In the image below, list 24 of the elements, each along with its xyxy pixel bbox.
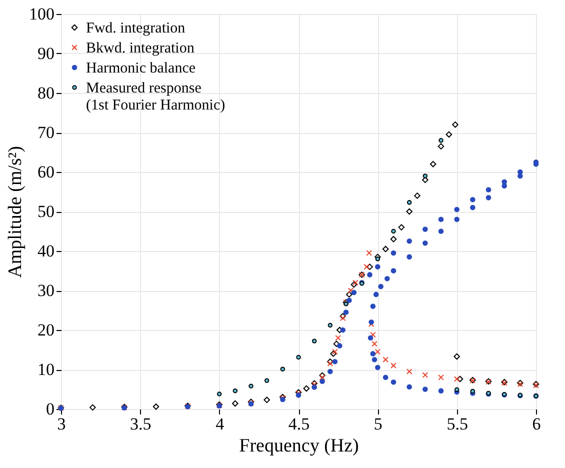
x-tick-label: 5 xyxy=(374,414,382,434)
x-tick-label: 3.5 xyxy=(130,414,152,434)
y-tick-label: 30 xyxy=(38,281,54,300)
y-tick-label: 0 xyxy=(46,400,54,418)
y-tick-label: 100 xyxy=(29,4,54,24)
y-tick-label: 10 xyxy=(38,360,54,379)
legend-label: Measured response (1st Fourier Harmonic) xyxy=(86,80,226,114)
legend-label: Fwd. integration xyxy=(86,20,186,36)
y-tick-label: 90 xyxy=(38,44,54,63)
x-tick-label: 6 xyxy=(532,414,541,434)
x-tick-label: 4.5 xyxy=(288,414,310,434)
x-tick-label: 4 xyxy=(216,414,225,434)
x-tick-label: 5.5 xyxy=(446,414,468,434)
legend-label: Bkwd. integration xyxy=(86,40,195,56)
x-tick-label: 3 xyxy=(57,414,66,434)
legend-label: Harmonic balance xyxy=(86,60,196,76)
y-tick-label: 60 xyxy=(38,162,54,182)
x-axis-title: Frequency (Hz) xyxy=(239,436,359,456)
y-axis-title: Amplitude (m/s²) xyxy=(5,146,26,278)
y-tick-label: 50 xyxy=(38,202,54,221)
y-tick-label: 70 xyxy=(38,123,54,142)
y-tick-label: 20 xyxy=(38,320,54,340)
y-tick-label: 40 xyxy=(38,242,54,260)
y-tick-label: 80 xyxy=(38,84,54,102)
